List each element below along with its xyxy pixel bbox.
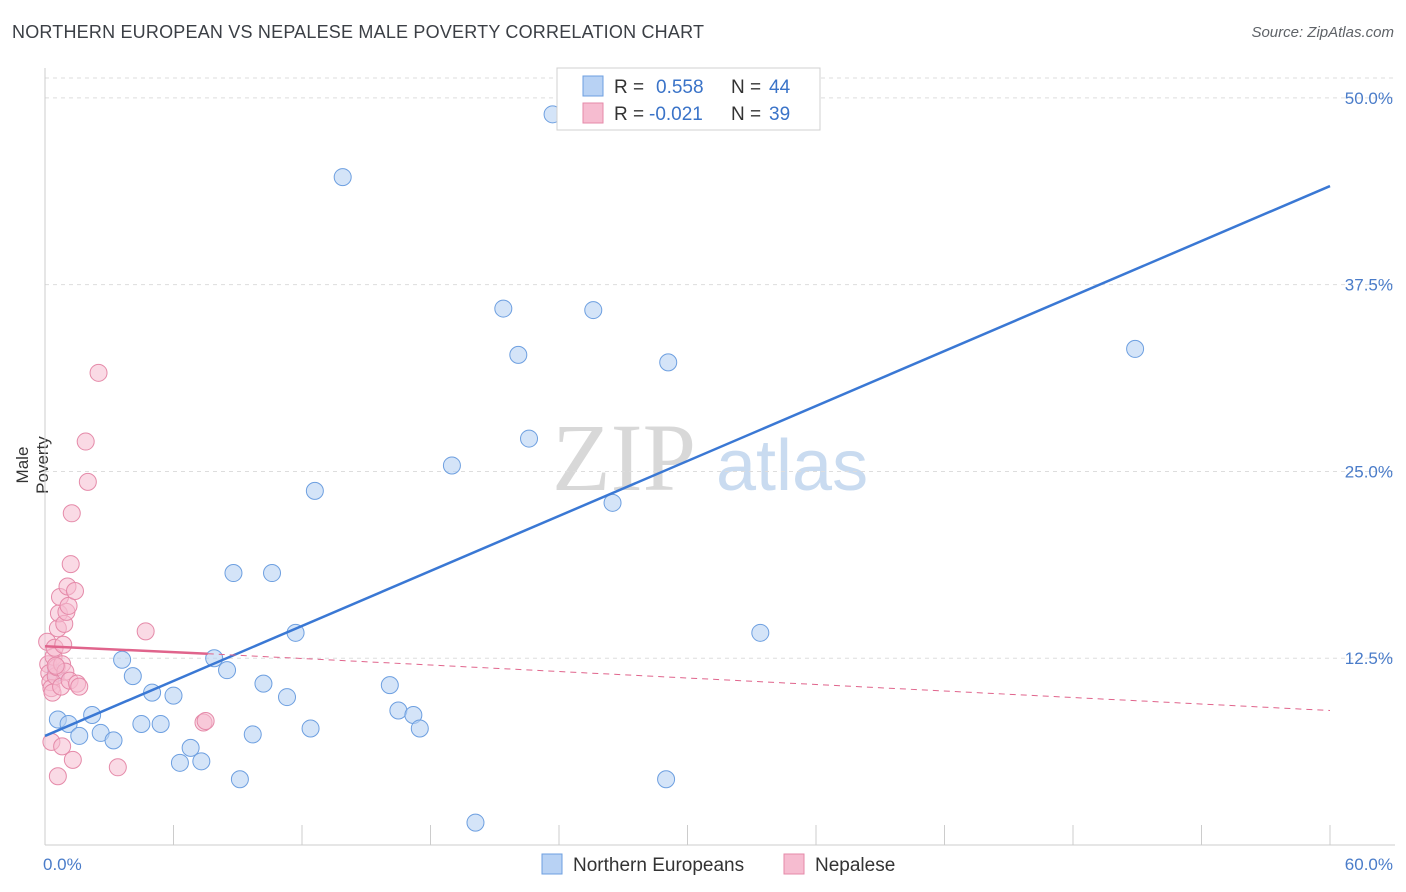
northern-europeans-point-18: [224, 564, 243, 583]
northern-europeans-point-19: [230, 770, 249, 789]
legend-n-value-2: 39: [769, 104, 790, 125]
nepalese-point-28: [78, 472, 97, 491]
northern-europeans-point-41: [657, 770, 676, 789]
y-tick-labels: 12.5% 25.0% 37.5% 50.0%: [1345, 89, 1393, 668]
nepalese-point-27: [76, 432, 95, 451]
legend-r-label-2: R =: [614, 104, 644, 125]
northern-europeans-point-22: [263, 564, 282, 583]
northern-europeans-point-15: [192, 752, 211, 771]
grid-lines: [45, 77, 1395, 659]
northern-europeans-point-26: [305, 481, 324, 500]
nepalese-point-36: [53, 737, 72, 756]
nepalese-trend-extension: [207, 653, 1331, 712]
northern-europeans-point-17: [218, 661, 237, 680]
legend-n-label-1: N =: [731, 77, 761, 98]
northern-europeans-point-3: [70, 726, 89, 745]
legend-r-value-1: 0.558: [656, 77, 704, 98]
northern-europeans-point-42: [751, 623, 770, 642]
nepalese-point-24: [65, 581, 84, 600]
x-tick-label-max: 60.0%: [1345, 855, 1393, 874]
northern-europeans-point-40: [659, 353, 678, 372]
x-tick-label-min: 0.0%: [43, 855, 82, 874]
northern-europeans-point-23: [278, 688, 297, 707]
northern-europeans-point-21: [254, 674, 273, 693]
series-swatch-nepalese: [783, 853, 805, 875]
northern-europeans-point-34: [494, 299, 513, 318]
legend-r-value-2: -0.021: [649, 104, 703, 125]
nepalese-point-20: [59, 596, 78, 615]
nepalese-point-23: [62, 504, 81, 523]
northern-europeans-point-13: [170, 753, 189, 772]
nepalese-point-22: [61, 555, 80, 574]
northern-europeans-point-36: [520, 429, 539, 448]
series-label-northern-europeans: Northern Europeans: [573, 855, 744, 876]
northern-europeans-point-33: [466, 813, 485, 832]
source-credit: Source: ZipAtlas.com: [1251, 24, 1394, 41]
northern-europeans-point-11: [151, 714, 170, 733]
series-legend: Northern Europeans Nepalese: [541, 853, 895, 876]
axes: [44, 68, 1395, 846]
northern-europeans-point-14: [181, 738, 200, 757]
trend-lines: [44, 184, 1331, 738]
northern-europeans-point-25: [301, 719, 320, 738]
series-swatch-northern-europeans: [541, 853, 563, 875]
chart-title: NORTHERN EUROPEAN VS NEPALESE MALE POVER…: [12, 22, 705, 42]
northern-europeans-point-28: [380, 676, 399, 695]
legend-swatch-pink: [582, 102, 604, 124]
northern-europeans-point-9: [132, 714, 151, 733]
nepalese-points: [38, 363, 215, 786]
northern-europeans-point-7: [113, 650, 132, 669]
northern-europeans-point-31: [410, 719, 429, 738]
northern-europeans-point-27: [333, 168, 352, 187]
watermark-zip: ZIP: [552, 404, 696, 511]
nepalese-point-35: [48, 767, 67, 786]
series-label-nepalese: Nepalese: [815, 855, 895, 876]
northern-europeans-point-35: [509, 345, 528, 364]
legend-r-label-1: R =: [614, 77, 644, 98]
nepalese-point-30: [108, 758, 127, 777]
nepalese-trend-line: [44, 645, 208, 655]
correlation-legend: R = 0.558 N = 44 R = -0.021 N = 39: [556, 67, 821, 131]
northern-europeans-point-32: [442, 456, 461, 475]
legend-n-label-2: N =: [731, 104, 761, 125]
legend-swatch-blue: [582, 75, 604, 97]
northern-europeans-trend-line: [44, 184, 1331, 738]
northern-europeans-point-12: [164, 686, 183, 705]
nepalese-point-15: [54, 635, 73, 654]
watermark-atlas: atlas: [716, 426, 868, 506]
y-tick-label-0: 12.5%: [1345, 649, 1393, 668]
northern-europeans-point-43: [1126, 339, 1145, 358]
nepalese-point-33: [196, 711, 215, 730]
y-tick-label-3: 50.0%: [1345, 89, 1393, 108]
nepalese-point-31: [136, 622, 155, 641]
northern-europeans-point-38: [584, 301, 603, 320]
northern-europeans-point-8: [123, 667, 142, 686]
nepalese-point-26: [70, 677, 89, 696]
nepalese-point-38: [46, 656, 65, 675]
northern-europeans-point-29: [389, 701, 408, 720]
northern-europeans-point-6: [104, 731, 123, 750]
x-tick-labels: 0.0% 60.0%: [43, 855, 1393, 874]
northern-europeans-point-20: [243, 725, 262, 744]
y-tick-label-2: 37.5%: [1345, 276, 1393, 295]
nepalese-point-37: [63, 750, 82, 769]
y-tick-label-1: 25.0%: [1345, 462, 1393, 481]
nepalese-point-29: [89, 363, 108, 382]
legend-n-value-1: 44: [769, 77, 791, 98]
